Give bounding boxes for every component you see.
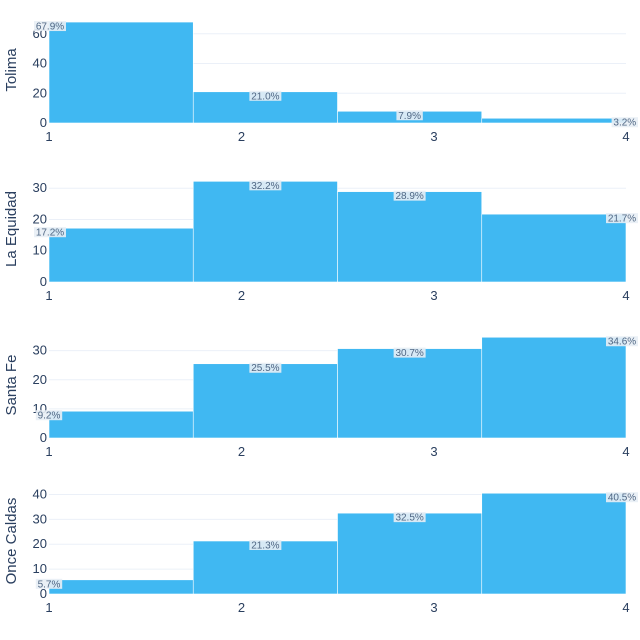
data-label-bg <box>249 362 282 373</box>
x-tick-label: 2 <box>238 129 245 144</box>
data-label-bg <box>34 227 66 238</box>
y-tick-label: 40 <box>33 56 47 71</box>
data-label: 21.0% <box>251 91 279 102</box>
y-tick-label: 30 <box>33 343 47 358</box>
bar <box>337 191 483 283</box>
y-tick-label: 0 <box>40 274 47 289</box>
data-label-bg <box>34 21 66 32</box>
data-label-bg <box>35 578 63 589</box>
y-tick-label: 10 <box>33 561 47 576</box>
data-label-bg <box>606 213 638 224</box>
panel-title-la-equidad: La Equidad <box>3 191 20 267</box>
bar <box>48 21 194 124</box>
data-label: 40.5% <box>608 493 636 504</box>
x-tick-label: 4 <box>622 288 629 303</box>
data-label-bg <box>611 117 638 128</box>
data-label: 21.3% <box>251 541 279 552</box>
data-label-bg <box>396 110 423 121</box>
x-tick-label: 2 <box>238 444 245 459</box>
data-label: 32.5% <box>395 513 423 524</box>
y-tick-label: 20 <box>33 536 47 551</box>
data-label: 32.2% <box>251 181 279 192</box>
y-tick-label: 30 <box>33 511 47 526</box>
x-tick-label: 2 <box>238 600 245 615</box>
data-label-bg <box>393 512 426 523</box>
data-label: 30.7% <box>395 348 423 359</box>
bar <box>48 227 194 283</box>
panel-title-once-caldas: Once Caldas <box>3 498 20 585</box>
panel-title-santa-fe: Santa Fe <box>3 355 20 416</box>
data-label-bg <box>249 90 282 101</box>
x-tick-label: 1 <box>45 129 52 144</box>
y-tick-label: 10 <box>33 243 47 258</box>
data-label: 17.2% <box>36 228 64 239</box>
panel-title-tolima: Tolima <box>3 48 20 92</box>
data-label-bg <box>393 190 426 201</box>
data-label: 67.9% <box>36 22 64 33</box>
x-tick-label: 4 <box>622 600 629 615</box>
y-tick-label: 0 <box>40 115 47 130</box>
bar <box>481 336 627 439</box>
data-label-bg <box>393 347 426 358</box>
bar <box>192 181 338 283</box>
bar <box>192 363 338 439</box>
x-tick-label: 3 <box>430 600 437 615</box>
data-label: 3.2% <box>613 118 636 129</box>
y-tick-label: 20 <box>33 211 47 226</box>
x-tick-label: 1 <box>45 600 52 615</box>
y-tick-label: 0 <box>40 430 47 445</box>
data-label-bg <box>249 180 282 191</box>
data-label-bg <box>606 492 638 503</box>
bar <box>481 117 627 124</box>
bar <box>48 410 194 439</box>
data-label: 5.7% <box>38 579 61 590</box>
data-label: 9.2% <box>38 411 61 422</box>
bar <box>481 492 627 595</box>
data-label-bg <box>249 540 282 550</box>
x-tick-label: 4 <box>622 129 629 144</box>
x-tick-label: 3 <box>430 129 437 144</box>
y-tick-label: 40 <box>33 486 47 501</box>
bar <box>481 213 627 283</box>
y-tick-label: 20 <box>33 85 47 100</box>
data-label: 7.9% <box>398 111 421 122</box>
data-label-bg <box>606 336 638 347</box>
data-label: 34.6% <box>608 337 636 348</box>
data-label: 21.7% <box>608 214 636 225</box>
y-tick-label: 30 <box>33 180 47 195</box>
bar <box>337 348 483 439</box>
x-tick-label: 4 <box>622 444 629 459</box>
y-tick-label: 20 <box>33 372 47 387</box>
bar <box>337 512 483 595</box>
data-label-bg <box>35 410 63 421</box>
x-tick-label: 1 <box>45 288 52 303</box>
data-label: 28.9% <box>395 191 423 202</box>
x-tick-label: 2 <box>238 288 245 303</box>
data-label: 25.5% <box>251 363 279 374</box>
x-tick-label: 3 <box>430 288 437 303</box>
x-tick-label: 1 <box>45 444 52 459</box>
bar <box>48 579 194 595</box>
x-tick-label: 3 <box>430 444 437 459</box>
y-tick-label: 0 <box>40 586 47 601</box>
